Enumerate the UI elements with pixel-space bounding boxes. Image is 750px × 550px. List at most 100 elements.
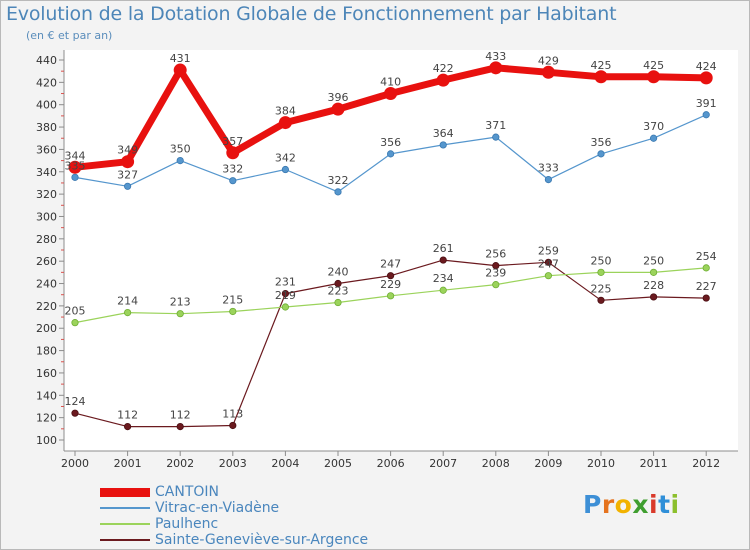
data-label-paulhenc: 215 bbox=[222, 293, 243, 306]
x-tick-label: 2010 bbox=[587, 457, 615, 470]
legend-label: Sainte-Geneviève-sur-Argence bbox=[155, 532, 369, 548]
data-point-paulhenc bbox=[492, 281, 500, 289]
data-label-paulhenc: 229 bbox=[380, 278, 401, 291]
data-point-paulhenc bbox=[334, 298, 342, 307]
data-label-vitrac-en-viadene: 391 bbox=[696, 97, 717, 110]
data-label-vitrac-en-viadene: 342 bbox=[275, 152, 296, 165]
data-point-vitrac-en-viadene bbox=[492, 133, 500, 141]
x-tick-label: 2000 bbox=[61, 457, 89, 470]
data-point-sainte-genevieve-sur-argence bbox=[702, 294, 710, 302]
data-point-vitrac-en-viadene bbox=[124, 182, 132, 190]
legend-label: CANTOIN bbox=[155, 484, 219, 500]
data-point-cantoin bbox=[331, 102, 345, 116]
x-tick-label: 2012 bbox=[692, 457, 720, 470]
data-point-vitrac-en-viadene bbox=[176, 156, 184, 165]
data-label-sainte-genevieve-sur-argence: 225 bbox=[591, 282, 612, 295]
data-label-vitrac-en-viadene: 364 bbox=[433, 127, 454, 140]
plot-area bbox=[64, 50, 738, 451]
y-tick-label: 300 bbox=[36, 210, 57, 223]
x-tick-label: 2007 bbox=[429, 457, 457, 470]
data-label-sainte-genevieve-sur-argence: 240 bbox=[328, 266, 349, 279]
data-point-vitrac-en-viadene bbox=[544, 175, 553, 184]
data-label-paulhenc: 214 bbox=[117, 295, 138, 308]
y-tick-label: 200 bbox=[36, 322, 57, 335]
data-point-cantoin bbox=[173, 63, 187, 77]
data-label-vitrac-en-viadene: 350 bbox=[170, 143, 191, 156]
data-point-sainte-genevieve-sur-argence bbox=[386, 272, 395, 280]
chart-subtitle: (en € et par an) bbox=[26, 29, 113, 42]
proxiti-logo: Proxiti bbox=[583, 490, 680, 519]
y-tick-label: 440 bbox=[36, 54, 57, 67]
data-label-vitrac-en-viadene: 332 bbox=[222, 163, 243, 176]
data-label-cantoin: 424 bbox=[696, 60, 717, 73]
data-label-cantoin: 410 bbox=[380, 76, 401, 89]
data-label-paulhenc: 250 bbox=[591, 254, 612, 267]
data-point-sainte-genevieve-sur-argence bbox=[71, 409, 79, 417]
data-point-cantoin bbox=[594, 70, 608, 84]
logo-letter: t bbox=[658, 490, 671, 519]
data-label-paulhenc: 223 bbox=[328, 285, 349, 298]
data-point-paulhenc bbox=[124, 308, 132, 317]
data-label-vitrac-en-viadene: 335 bbox=[65, 159, 86, 172]
x-tick-label: 2003 bbox=[219, 457, 247, 470]
legend-swatch bbox=[100, 523, 150, 525]
data-point-vitrac-en-viadene bbox=[71, 173, 79, 181]
data-label-paulhenc: 205 bbox=[65, 305, 86, 318]
data-label-sainte-genevieve-sur-argence: 259 bbox=[538, 244, 559, 257]
data-point-paulhenc bbox=[281, 303, 289, 311]
data-point-cantoin bbox=[384, 87, 398, 101]
data-point-vitrac-en-viadene bbox=[649, 134, 658, 142]
data-label-vitrac-en-viadene: 370 bbox=[643, 120, 664, 133]
data-point-vitrac-en-viadene bbox=[702, 111, 710, 119]
data-point-cantoin bbox=[278, 116, 292, 130]
logo-letter: r bbox=[601, 490, 615, 519]
legend-swatch bbox=[100, 507, 150, 509]
logo-letter: i bbox=[670, 490, 680, 519]
data-label-sainte-genevieve-sur-argence: 261 bbox=[433, 242, 454, 255]
data-point-vitrac-en-viadene bbox=[281, 165, 289, 174]
data-point-cantoin bbox=[699, 71, 713, 85]
y-tick-label: 280 bbox=[36, 233, 57, 246]
data-label-paulhenc: 239 bbox=[485, 267, 506, 280]
legend-label: Vitrac-en-Viadène bbox=[155, 500, 280, 516]
data-label-vitrac-en-viadene: 356 bbox=[380, 136, 401, 149]
data-label-cantoin: 431 bbox=[170, 52, 191, 65]
data-point-sainte-genevieve-sur-argence bbox=[649, 293, 658, 301]
x-tick-label: 2009 bbox=[534, 457, 562, 470]
data-point-paulhenc bbox=[597, 268, 605, 276]
data-label-paulhenc: 234 bbox=[433, 272, 454, 285]
data-label-sainte-genevieve-sur-argence: 247 bbox=[380, 258, 401, 271]
data-label-cantoin: 422 bbox=[433, 62, 454, 75]
y-tick-label: 140 bbox=[36, 389, 57, 402]
logo-letter: i bbox=[649, 490, 659, 519]
data-point-paulhenc bbox=[229, 307, 237, 316]
data-label-cantoin: 349 bbox=[117, 144, 138, 157]
y-tick-label: 340 bbox=[36, 166, 57, 179]
data-label-sainte-genevieve-sur-argence: 231 bbox=[275, 276, 296, 289]
x-tick-label: 2004 bbox=[271, 457, 299, 470]
x-tick-label: 2011 bbox=[640, 457, 668, 470]
data-label-vitrac-en-viadene: 322 bbox=[328, 174, 349, 187]
y-tick-label: 260 bbox=[36, 255, 57, 268]
chart-title: Evolution de la Dotation Globale de Fonc… bbox=[6, 3, 617, 25]
data-point-sainte-genevieve-sur-argence bbox=[439, 256, 447, 264]
y-tick-label: 420 bbox=[36, 76, 57, 89]
data-label-cantoin: 344 bbox=[65, 149, 86, 162]
data-label-cantoin: 425 bbox=[643, 59, 664, 72]
y-tick-label: 240 bbox=[36, 278, 57, 291]
x-tick-label: 2005 bbox=[324, 457, 352, 470]
legend-label: Paulhenc bbox=[155, 516, 219, 532]
x-tick-label: 2006 bbox=[377, 457, 405, 470]
data-label-paulhenc: 254 bbox=[696, 250, 717, 263]
data-label-cantoin: 429 bbox=[538, 54, 559, 67]
data-point-paulhenc bbox=[702, 264, 710, 272]
data-point-paulhenc bbox=[544, 272, 553, 280]
data-point-paulhenc bbox=[71, 319, 79, 327]
logo-letter: P bbox=[583, 490, 602, 519]
data-point-cantoin bbox=[489, 61, 503, 75]
y-tick-label: 360 bbox=[36, 143, 57, 156]
x-tick-label: 2001 bbox=[114, 457, 142, 470]
y-tick-label: 400 bbox=[36, 99, 57, 112]
data-label-sainte-genevieve-sur-argence: 113 bbox=[222, 407, 243, 420]
